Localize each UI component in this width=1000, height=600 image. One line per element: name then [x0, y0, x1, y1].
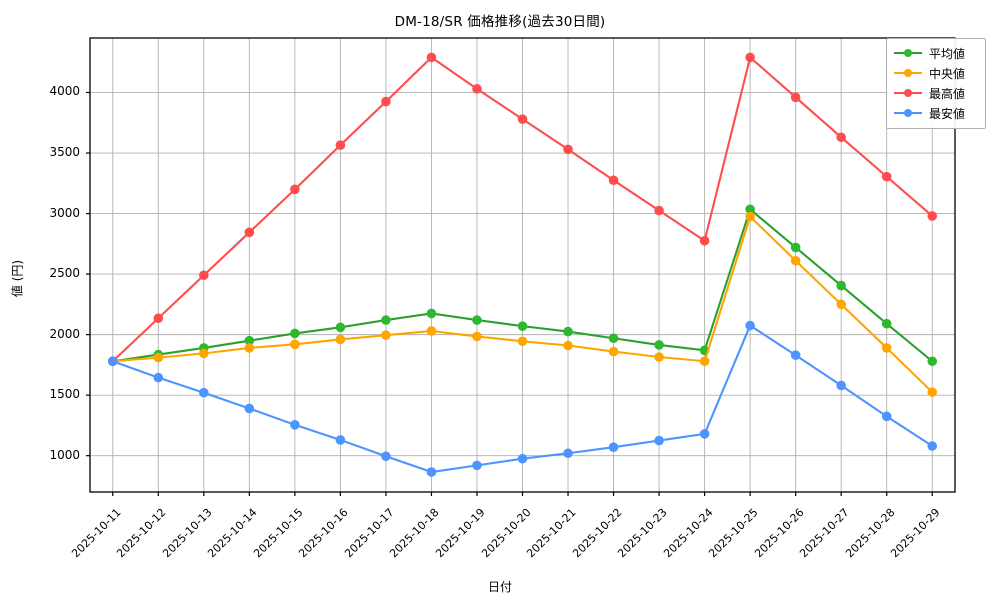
y-tick-label: 4000: [49, 84, 80, 99]
data-point: [608, 346, 619, 357]
data-point: [517, 114, 528, 124]
data-point: [563, 340, 573, 351]
data-point: [881, 343, 892, 353]
data-point: [426, 52, 437, 63]
legend-marker-icon: [892, 106, 924, 120]
data-point: [290, 339, 300, 350]
data-point: [699, 429, 710, 439]
data-point: [153, 372, 164, 383]
legend-item-label: 平均値: [929, 46, 966, 61]
data-point: [472, 84, 482, 94]
y-tick-label: 1000: [49, 447, 80, 462]
legend-item-label: 最高値: [929, 86, 966, 101]
data-point: [927, 211, 938, 221]
data-point: [836, 299, 846, 310]
y-tick-label: 1500: [49, 387, 80, 402]
x-axis-label: 日付: [487, 580, 512, 594]
data-point: [199, 348, 209, 359]
data-point: [199, 270, 209, 281]
legend-item-2[interactable]: 最高値: [892, 83, 980, 103]
data-point: [654, 435, 664, 446]
data-point: [927, 356, 938, 367]
legend-item-1[interactable]: 中央値: [892, 63, 980, 83]
data-point: [745, 320, 755, 331]
data-point: [153, 313, 164, 324]
data-point: [517, 321, 528, 331]
legend-item-0[interactable]: 平均値: [892, 43, 980, 63]
data-point: [881, 411, 892, 422]
data-point: [745, 52, 755, 63]
data-point: [745, 211, 755, 222]
data-point: [381, 315, 391, 325]
y-tick-label: 2000: [49, 326, 80, 341]
data-point: [608, 175, 619, 186]
legend-marker-icon: [892, 66, 924, 80]
data-point: [881, 318, 892, 329]
data-point: [153, 352, 164, 363]
data-point: [881, 171, 892, 182]
data-point: [381, 330, 391, 341]
data-point: [381, 96, 391, 107]
legend-item-label: 中央値: [929, 66, 966, 81]
legend-marker-icon: [892, 86, 924, 100]
legend-marker-icon: [892, 46, 924, 60]
legend-item-label: 最安値: [929, 106, 966, 121]
data-point: [790, 92, 801, 103]
chart-title: DM-18/SR 価格推移(過去30日間): [394, 14, 606, 30]
data-point: [199, 387, 209, 398]
data-point: [790, 242, 801, 253]
data-point: [654, 205, 664, 216]
data-point: [335, 140, 346, 150]
data-point: [335, 435, 346, 445]
data-point: [426, 467, 437, 477]
y-tick-label: 3000: [49, 205, 80, 220]
data-point: [426, 308, 437, 319]
data-point: [836, 132, 846, 143]
data-point: [608, 333, 619, 344]
data-point: [244, 227, 255, 238]
data-point: [472, 331, 482, 342]
data-point: [244, 343, 255, 353]
data-point: [290, 184, 300, 195]
data-point: [381, 451, 391, 462]
data-point: [699, 356, 710, 367]
data-point: [699, 235, 710, 246]
data-point: [517, 453, 528, 464]
data-point: [563, 144, 573, 155]
data-point: [927, 387, 938, 397]
data-point: [517, 336, 528, 347]
data-point: [927, 441, 938, 451]
data-point: [836, 380, 846, 391]
data-point: [563, 448, 573, 459]
data-point: [790, 350, 801, 360]
data-point: [654, 340, 664, 350]
data-point: [426, 326, 437, 336]
data-point: [790, 255, 801, 266]
data-point: [563, 326, 573, 337]
data-point: [836, 280, 846, 291]
data-point: [472, 460, 482, 471]
y-tick-label: 2500: [49, 266, 80, 281]
data-point: [335, 322, 346, 333]
data-point: [290, 420, 300, 430]
data-point: [107, 356, 118, 367]
data-point: [290, 328, 300, 339]
data-point: [472, 315, 482, 325]
y-tick-label: 3500: [49, 145, 80, 159]
data-point: [335, 334, 346, 345]
data-point: [654, 352, 664, 362]
chart-legend: 平均値中央値最高値最安値: [886, 38, 986, 129]
data-point: [608, 442, 619, 453]
legend-item-3[interactable]: 最安値: [892, 103, 980, 123]
data-point: [244, 403, 255, 414]
